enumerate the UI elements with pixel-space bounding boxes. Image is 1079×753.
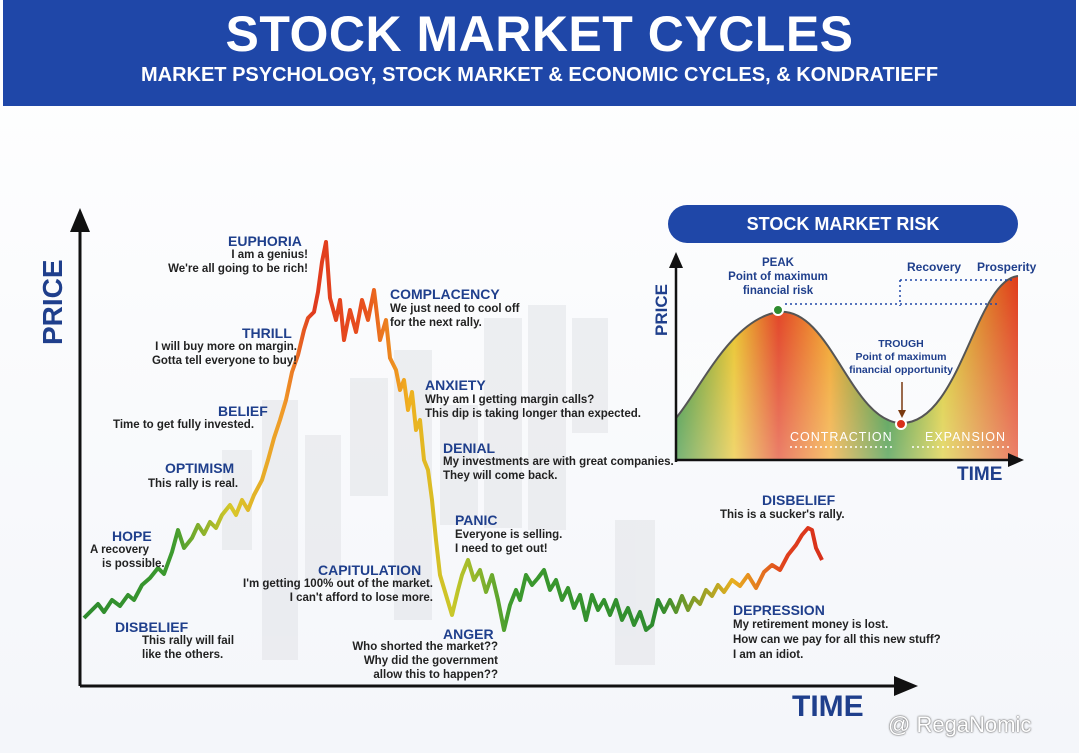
page-subtitle: MARKET PSYCHOLOGY, STOCK MARKET & ECONOM… xyxy=(140,64,939,86)
stage-depression-text-1: My retirement money is lost. xyxy=(733,619,889,631)
contraction-label: CONTRACTION xyxy=(790,430,893,444)
stage-depression-text-2: How can we pay for all this new stuff? xyxy=(733,634,941,646)
trough-title: TROUGH xyxy=(878,338,924,350)
peak-title: PEAK xyxy=(762,257,794,269)
peak-text-1: Point of maximum xyxy=(728,271,828,283)
stage-hope-text-2: is possible. xyxy=(102,558,165,570)
header-banner: STOCK MARKET CYCLES MARKET PSYCHOLOGY, S… xyxy=(3,0,1076,106)
x-axis-arrow-icon xyxy=(894,676,918,696)
risk-chart xyxy=(669,252,1024,467)
stage-capitulation-text-2: I can't afford to lose more. xyxy=(289,592,433,604)
stage-euphoria-text-1: I am a genius! xyxy=(231,249,308,261)
stage-belief-text-1: Time to get fully invested. xyxy=(113,419,255,431)
stage-denial-text-2: They will come back. xyxy=(443,470,558,482)
svg-text:PRICE: PRICE xyxy=(37,259,68,345)
stage-denial-text-1: My investments are with great companies. xyxy=(443,456,674,468)
recovery-label: Recovery xyxy=(907,260,962,274)
stage-anxiety-title: ANXIETY xyxy=(425,377,486,393)
risk-y-axis-label: PRICE xyxy=(652,284,671,336)
stage-denial-title: DENIAL xyxy=(443,440,496,456)
y-axis-label: PRICE xyxy=(37,259,68,345)
stage-anxiety-text-2: This dip is taking longer than expected. xyxy=(425,408,641,420)
x-axis-label: TIME xyxy=(792,690,864,723)
stage-euphoria-text-2: We're all going to be rich! xyxy=(168,263,308,275)
stage-disbelief-title: DISBELIEF xyxy=(115,619,189,635)
prosperity-label: Prosperity xyxy=(977,260,1037,274)
stage-capitulation-title: CAPITULATION xyxy=(318,562,422,578)
risk-x-arrow-icon xyxy=(1008,453,1024,467)
stage-hope-text-1: A recovery xyxy=(90,544,150,556)
stage-complacency-text-2: for the next rally. xyxy=(390,317,482,329)
peak-text-2: financial risk xyxy=(742,285,814,297)
stage-panic-text-2: I need to get out! xyxy=(455,543,548,555)
trough-text-1: Point of maximum xyxy=(855,351,947,363)
background-candles xyxy=(222,305,655,665)
svg-text:PRICE: PRICE xyxy=(652,284,671,336)
peak-marker xyxy=(772,304,784,316)
stage-panic-text-1: Everyone is selling. xyxy=(455,529,563,541)
main-axes xyxy=(70,208,918,696)
cycle-price-line xyxy=(82,240,824,632)
stage-disbelief-2-text-1: This is a sucker's rally. xyxy=(720,509,845,521)
risk-x-axis-label: TIME xyxy=(957,464,1003,485)
stage-anger-text-1: Who shorted the market?? xyxy=(352,641,498,653)
stage-panic-title: PANIC xyxy=(455,512,498,528)
y-axis-arrow-icon xyxy=(70,208,90,232)
risk-y-arrow-icon xyxy=(669,252,683,268)
trough-marker xyxy=(895,418,907,430)
stage-complacency-text-1: We just need to cool off xyxy=(390,303,520,315)
stage-thrill-text-1: I will buy more on margin. xyxy=(155,341,297,353)
expansion-label: EXPANSION xyxy=(925,430,1007,444)
stage-anger-text-2: Why did the government xyxy=(363,655,498,667)
stage-optimism-title: OPTIMISM xyxy=(165,460,235,476)
stage-disbelief-text-2: like the others. xyxy=(142,649,224,661)
stage-thrill-text-2: Gotta tell everyone to buy! xyxy=(151,355,297,367)
stage-anxiety-text-1: Why am I getting margin calls? xyxy=(425,394,595,406)
stage-thrill-title: THRILL xyxy=(242,325,292,341)
stage-disbelief-2-title: DISBELIEF xyxy=(762,492,836,508)
stage-anger-text-3: allow this to happen?? xyxy=(373,669,498,681)
stage-euphoria-title: EUPHORIA xyxy=(228,233,302,249)
stage-belief-title: BELIEF xyxy=(218,403,268,419)
trough-text-2: financial opportunity xyxy=(849,364,953,376)
stage-depression-title: DEPRESSION xyxy=(733,602,825,618)
page-title: STOCK MARKET CYCLES xyxy=(225,6,854,62)
stage-complacency-title: COMPLACENCY xyxy=(390,286,500,302)
stage-disbelief-text-1: This rally will fail xyxy=(142,635,235,647)
stage-optimism-text-1: This rally is real. xyxy=(148,478,239,490)
stage-hope-title: HOPE xyxy=(112,528,152,544)
watermark: @ RegaNomic xyxy=(888,712,1032,737)
risk-chart-title: STOCK MARKET RISK xyxy=(668,205,1018,243)
stage-depression-text-3: I am an idiot. xyxy=(733,649,804,661)
stage-capitulation-text-1: I'm getting 100% out of the market. xyxy=(243,578,433,590)
stage-anger-title: ANGER xyxy=(443,626,494,642)
risk-curve-line xyxy=(675,275,1019,425)
